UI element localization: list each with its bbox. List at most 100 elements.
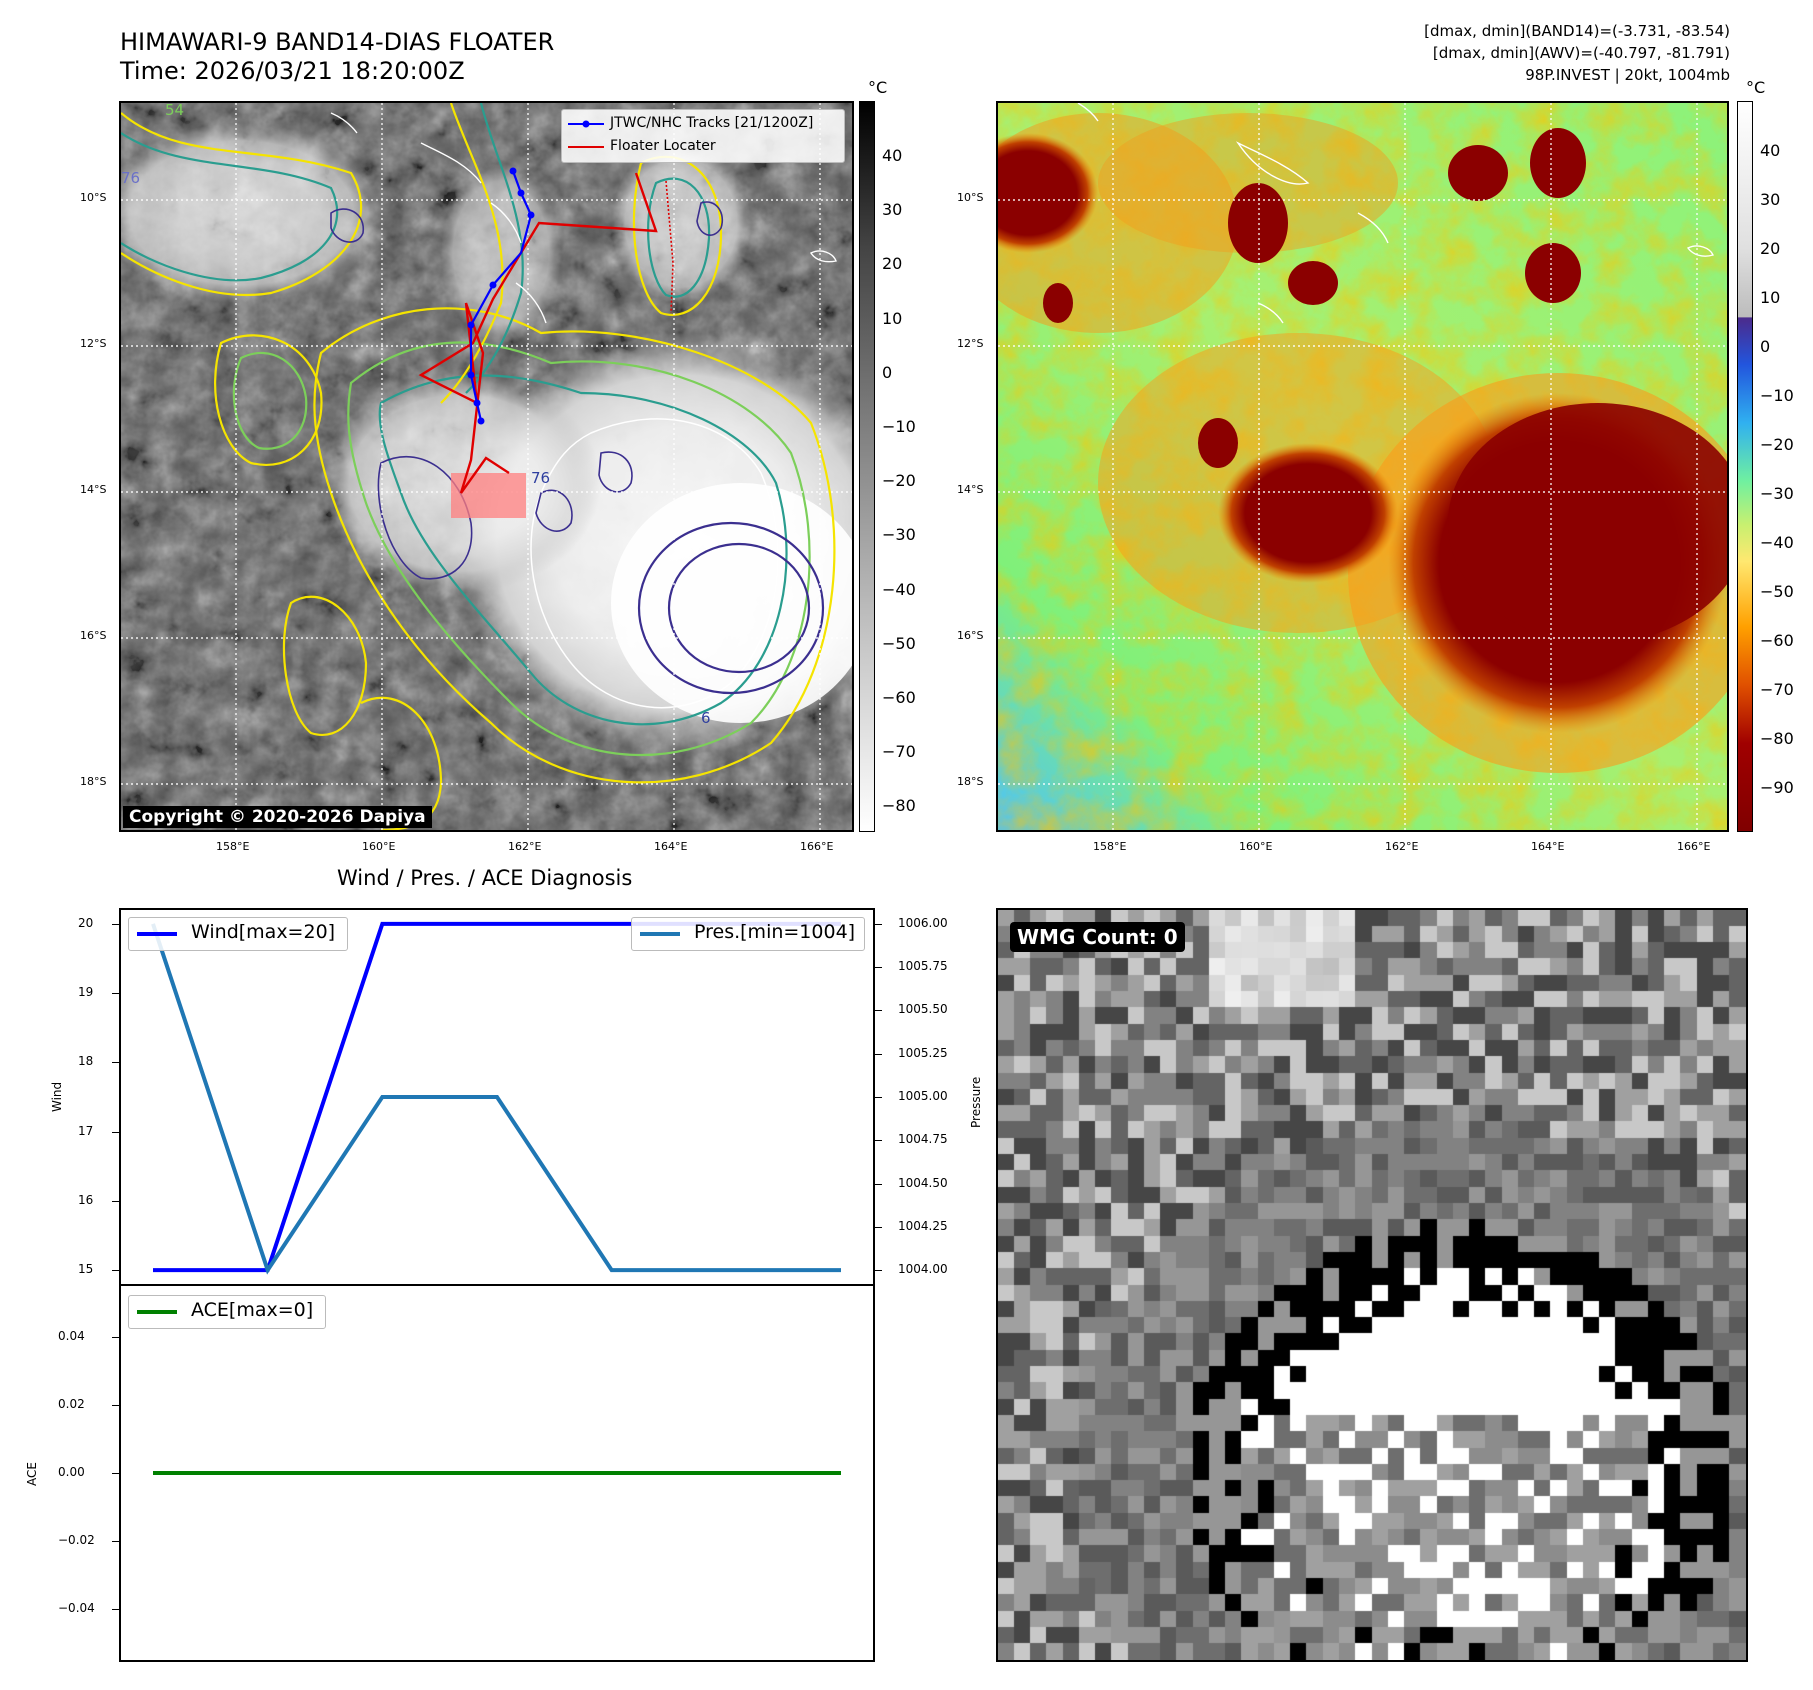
right-colorbar-tick: −40 <box>1760 533 1794 552</box>
right-colorbar-tick: 40 <box>1760 141 1781 160</box>
ace-tick-label: 0.02 <box>58 1397 85 1411</box>
left-colorbar <box>859 101 875 832</box>
left-colorbar-tick: −80 <box>882 796 916 816</box>
ace-tick-label: 0.00 <box>58 1465 85 1479</box>
floater-legend-icon <box>568 146 604 148</box>
lat-label: 18°S <box>80 775 107 788</box>
right-colorbar-tick: −70 <box>1760 680 1794 699</box>
pressure-tick-mark <box>875 1097 882 1098</box>
chart-title: HIMAWARI-9 BAND14-DIAS FLOATER <box>120 28 555 56</box>
lat-label: 14°S <box>80 483 107 496</box>
wind-tick-label: 19 <box>78 985 94 1000</box>
right-colorbar-tick: −90 <box>1760 778 1794 797</box>
lon-label: 160°E <box>1239 840 1273 853</box>
wind-tick-label: 18 <box>78 1054 94 1069</box>
left-colorbar-tick: 0 <box>882 362 893 382</box>
ir-map-image: 54 76 76 6 <box>121 103 852 830</box>
pressure-tick-mark <box>875 1053 882 1055</box>
pressure-tick-label: 1006.00 <box>898 915 948 930</box>
ace-legend-label: ACE[max=0] <box>191 1299 314 1321</box>
pressure-tick-mark <box>875 1140 882 1142</box>
lat-label: 16°S <box>957 629 984 642</box>
pressure-tick-label: 1004.75 <box>898 1132 948 1147</box>
pressure-tick-label: 1005.50 <box>898 1002 948 1017</box>
wind-tick-label: 15 <box>78 1262 94 1277</box>
wind-tick-mark <box>112 993 119 995</box>
lon-label: 162°E <box>1385 840 1419 853</box>
lon-label: 158°E <box>1093 840 1127 853</box>
wind-tick-label: 17 <box>78 1123 94 1138</box>
lon-label: 158°E <box>216 840 250 853</box>
wind-tick-mark <box>112 1062 119 1064</box>
right-colorbar-tick: 30 <box>1760 190 1781 209</box>
wind-pressure-plot <box>151 921 841 1275</box>
lon-label: 164°E <box>1531 840 1565 853</box>
pressure-tick-mark <box>875 967 882 969</box>
lat-label: 12°S <box>957 337 984 350</box>
contour-label: 6 <box>701 709 711 727</box>
wind-axis-label: Wind <box>50 1081 64 1112</box>
right-colorbar-tick: 20 <box>1760 239 1781 258</box>
pressure-series-line <box>151 923 841 1275</box>
pressure-tick-label: 1004.25 <box>898 1218 948 1233</box>
storm-info: 98P.INVEST | 20kt, 1004mb <box>1525 66 1730 84</box>
awv-range: [dmax, dmin](AWV)=(-40.797, -81.791) <box>1432 44 1730 62</box>
right-colorbar-tick: 0 <box>1760 337 1771 356</box>
left-colorbar-tick: −40 <box>882 579 916 599</box>
left-colorbar-tick: 10 <box>882 308 903 328</box>
right-colorbar-tick: 10 <box>1760 288 1781 307</box>
left-colorbar-tick: 20 <box>882 254 903 274</box>
ace-tick-mark <box>112 1473 119 1474</box>
lon-label: 162°E <box>508 840 542 853</box>
pressure-tick-label: 1005.75 <box>898 959 948 974</box>
pressure-tick-mark <box>875 1183 882 1185</box>
ace-tick-label: −0.04 <box>58 1601 95 1615</box>
ace-legend-icon <box>137 1310 177 1314</box>
subplot-divider <box>119 1284 875 1286</box>
wind-tick-mark <box>112 1131 119 1133</box>
left-colorbar-tick: 40 <box>882 146 903 165</box>
left-colorbar-tick: −60 <box>882 688 916 707</box>
right-colorbar-tick: −30 <box>1760 484 1794 503</box>
lat-label: 14°S <box>957 483 984 496</box>
awv-map-image <box>998 103 1727 830</box>
wind-tick-label: 20 <box>78 915 94 930</box>
pressure-tick-mark <box>875 1226 882 1228</box>
wmg-count-label: WMG Count: 0 <box>1010 922 1185 952</box>
wind-tick-mark <box>112 1270 119 1272</box>
wind-legend-icon <box>137 932 177 936</box>
lat-label: 16°S <box>80 629 107 642</box>
left-colorbar-tick: −10 <box>882 417 916 436</box>
ace-tick-mark <box>112 1405 119 1406</box>
copyright-badge: Copyright © 2020-2026 Dapiya <box>123 806 432 828</box>
ace-tick-mark <box>112 1609 119 1610</box>
right-colorbar <box>1737 101 1753 832</box>
lon-label: 164°E <box>654 840 688 853</box>
track-legend-icon <box>568 120 604 128</box>
left-colorbar-tick: −20 <box>882 471 916 491</box>
pressure-axis-label: Pressure <box>969 1076 983 1128</box>
pressure-tick-label: 1004.00 <box>898 1262 948 1277</box>
right-colorbar-tick: −60 <box>1760 631 1794 650</box>
contour-label: 54 <box>165 103 184 119</box>
ace-legend: ACE[max=0] <box>128 1295 326 1329</box>
pressure-tick-label: 1005.00 <box>898 1089 948 1103</box>
left-colorbar-tick: −30 <box>882 525 916 545</box>
wind-tick-mark <box>112 923 119 925</box>
right-colorbar-tick: −20 <box>1760 435 1794 454</box>
pressure-legend: Pres.[min=1004] <box>631 917 865 951</box>
wind-legend: Wind[max=20] <box>128 917 348 951</box>
lat-label: 18°S <box>957 775 984 788</box>
lon-label: 160°E <box>362 840 396 853</box>
left-colorbar-tick: −70 <box>882 742 916 762</box>
diagnosis-chart-title: Wind / Pres. / ACE Diagnosis <box>337 866 633 890</box>
pressure-tick-mark <box>875 1270 882 1272</box>
wind-legend-label: Wind[max=20] <box>191 921 336 943</box>
pressure-tick-label: 1005.25 <box>898 1045 948 1060</box>
floater-legend-label: Floater Locater <box>610 138 716 154</box>
band14-range: [dmax, dmin](BAND14)=(-3.731, -83.54) <box>1424 22 1730 40</box>
lat-label: 10°S <box>957 191 984 204</box>
ace-plot <box>153 1471 841 1475</box>
right-colorbar-tick: −80 <box>1760 729 1794 748</box>
ace-tick-mark <box>112 1541 119 1542</box>
